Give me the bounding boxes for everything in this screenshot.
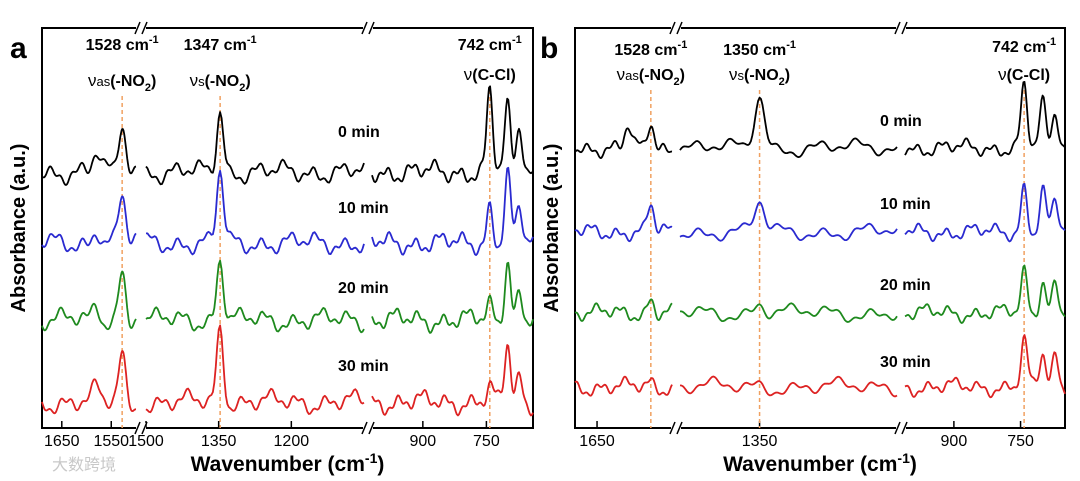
x-tick-label: 1350 [742,433,778,450]
peak-annotation-wavenumber: 1528 cm-1 [86,34,159,54]
panel-a: a Absorbance (a.u.) Wavenumber (cm-1) 1650 1… [8,21,534,476]
spectrum-line [371,85,534,184]
x-tick-label: 1550 [93,433,129,450]
series-20-min [574,264,1066,324]
y-axis-label: Absorbance (a.u.) [8,144,30,313]
axis-break-mark [901,21,908,35]
series-30-min [41,324,534,417]
spectrum-line [574,298,673,322]
spectrum-line [679,201,898,242]
spectrum-line [904,264,1066,324]
spectrum-line [904,334,1066,399]
peak-annotation-mode: νas(-NO2) [617,65,685,88]
panel-letter: b [540,32,558,65]
peak-annotation-mode: ν(C-Cl) [464,65,516,84]
axis-break-mark [368,421,375,435]
axis-break-mark [141,21,148,35]
series-label: 20 min [880,277,931,294]
plot-frame [41,27,534,429]
peak-annotation-mode: ν(C-Cl) [998,65,1050,84]
spectrum-line [574,204,673,243]
x-tick-label: 1650 [44,433,80,450]
x-tick-label: 1200 [274,433,310,450]
series-0-min [574,81,1066,159]
axis-break-mark [894,21,901,35]
spectrum-line [679,96,898,158]
peak-annotation-mode: νs(-NO2) [190,71,251,94]
spectrum-line [145,259,365,334]
peak-annotation-wavenumber: 1528 cm-1 [614,39,687,59]
peak-annotation-mode: νs(-NO2) [729,65,790,88]
spectrum-line [679,375,898,398]
axis-break-mark [368,21,375,35]
axis-break-mark [901,421,908,435]
series-label: 10 min [880,196,931,213]
y-axis-label: Absorbance (a.u.) [541,144,563,313]
spectrum-line [145,111,365,186]
series-label: 0 min [338,124,380,141]
spectrum-line [41,270,137,332]
spectrum-line [904,182,1066,243]
series-10-min [41,166,534,256]
peak-annotation-wavenumber: 1350 cm-1 [723,39,796,59]
axis-break-gap [671,423,681,433]
axis-break-mark [669,421,676,435]
spectrum-line [145,324,365,415]
x-tick-label: 900 [941,433,968,450]
x-tick-label: 900 [409,433,436,450]
spectrum-line [371,344,534,417]
series-label: 10 min [338,200,389,217]
x-tick-label: 750 [1007,433,1034,450]
spectrum-line [41,195,137,253]
series-30-min [574,334,1066,399]
axis-break-gap [363,423,373,433]
axis-break-mark [361,421,368,435]
spectrum-line [146,169,365,256]
axis-break-gap [896,23,906,33]
axis-break-mark [676,21,683,35]
peak-annotation-wavenumber: 1347 cm-1 [184,34,257,54]
spectrum-line [41,128,137,186]
series-20-min [41,259,534,334]
x-tick-label: 1500 [128,433,164,450]
peak-annotation-mode: νas(-NO2) [88,71,156,94]
spectrum-line [574,375,673,397]
panel-b: b Absorbance (a.u.) Wavenumber (cm-1) 1650 1… [540,21,1066,476]
x-axis-label: Wavenumber (cm-1) [191,450,385,476]
axis-break-gap [136,23,146,33]
x-axis-label: Wavenumber (cm-1) [723,450,917,476]
axis-break-mark [669,21,676,35]
axis-break-gap [363,23,373,33]
axis-break-gap [671,23,681,33]
axis-break-mark [894,421,901,435]
spectrum-line [371,166,534,256]
axis-break-mark [134,421,141,435]
plot-frame [574,27,1066,429]
x-tick-label: 1650 [579,433,615,450]
watermark-text: 大数跨境 [52,455,116,474]
spectrum-line [904,81,1066,157]
series-label: 0 min [880,113,922,130]
spectrum-line [680,302,898,323]
axis-break-mark [676,421,683,435]
series-0-min [41,85,534,186]
spectrum-line [41,350,137,415]
spectrum-line [371,261,534,334]
axis-break-gap [136,423,146,433]
axis-break-mark [134,21,141,35]
axis-break-mark [141,421,148,435]
series-10-min [574,182,1066,243]
axis-break-gap [896,423,906,433]
panel-letter: a [10,32,27,65]
peak-annotation-wavenumber: 742 cm-1 [992,36,1056,56]
series-label: 20 min [338,280,389,297]
x-tick-label: 750 [473,433,500,450]
series-label: 30 min [338,358,389,375]
axis-break-mark [361,21,368,35]
spectrum-line [574,125,673,159]
series-label: 30 min [880,354,931,371]
peak-annotation-wavenumber: 742 cm-1 [458,34,522,54]
x-tick-label: 1350 [201,433,237,450]
